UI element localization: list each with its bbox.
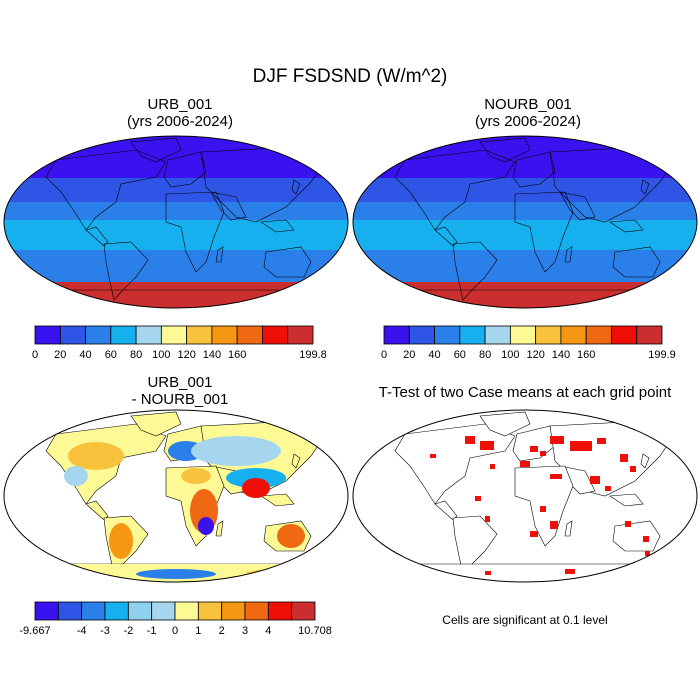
anomaly-patch xyxy=(242,478,270,498)
colorbar-tick-label: 199.8 xyxy=(299,349,327,361)
colorbar-tick-label: -3 xyxy=(100,625,110,637)
colorbar-tick-label: 0 xyxy=(381,349,387,361)
colorbar-tick-label: -2 xyxy=(123,625,133,637)
panel2-subtitle: (yrs 2006-2024) xyxy=(475,113,581,130)
colorbar-tick-label: 160 xyxy=(228,349,246,361)
colorbar-swatch xyxy=(636,325,663,345)
map-panel-difference xyxy=(3,409,349,583)
colorbar-tick-label: 199.9 xyxy=(648,349,676,361)
colorbar-tick-label: 0 xyxy=(172,625,178,637)
colorbar-swatch xyxy=(383,325,410,345)
colorbar-swatch xyxy=(535,325,562,345)
anomaly-patch xyxy=(181,468,211,484)
colorbar-swatch xyxy=(104,601,129,621)
colorbar-tick-label: 40 xyxy=(79,349,91,361)
significance-note: Cells are significant at 0.1 level xyxy=(442,613,608,627)
anomaly-patch xyxy=(136,569,216,579)
colorbar-tick-label: 40 xyxy=(428,349,440,361)
colorbar-tick-label: 0 xyxy=(32,349,38,361)
band-tropics xyxy=(4,220,348,250)
panel3-title: URB_001 xyxy=(147,374,213,391)
anomaly-patch xyxy=(191,436,281,466)
colorbar-tick-label: -4 xyxy=(77,625,87,637)
colorbar-swatch xyxy=(509,325,537,345)
panel1-title: URB_001 xyxy=(147,96,213,113)
colorbar-tick-label: -9.667 xyxy=(19,625,50,637)
colorbar-tick-label: 80 xyxy=(130,349,142,361)
anomaly-patch xyxy=(198,517,214,535)
colorbar-tick-label: 120 xyxy=(177,349,195,361)
colorbar-tick-label: 20 xyxy=(54,349,66,361)
colorbar-swatch xyxy=(81,601,106,621)
anomaly-patch xyxy=(68,442,124,470)
colorbar-tick-label: 1 xyxy=(195,625,201,637)
colorbar-tick-label: 60 xyxy=(454,349,466,361)
colorbar-swatch xyxy=(211,325,238,345)
colorbar-swatch xyxy=(59,325,86,345)
colorbar-tick-label: 160 xyxy=(577,349,595,361)
colorbar-swatch xyxy=(135,325,162,345)
significant-cells xyxy=(430,436,650,575)
anomaly-patch xyxy=(277,524,305,548)
colorbar-swatch xyxy=(484,325,511,345)
colorbar-swatch xyxy=(611,325,638,345)
colorbar-tick-label: 100 xyxy=(152,349,170,361)
colorbar-swatch xyxy=(267,601,293,621)
colorbar-swatch xyxy=(585,325,612,345)
colorbar-swatch xyxy=(127,601,153,621)
panel2-title: NOURB_001 xyxy=(484,96,572,113)
colorbar-swatch xyxy=(174,601,199,621)
colorbar-tick-label: 140 xyxy=(203,349,221,361)
colorbar-swatch xyxy=(34,325,61,345)
colorbar-swatch xyxy=(186,325,213,345)
band-north-far xyxy=(4,136,348,178)
colorbar-swatch xyxy=(287,325,314,345)
colorbar-swatch xyxy=(560,325,587,345)
colorbar-tick-label: 10.708 xyxy=(298,625,332,637)
colorbar-tick-label: 120 xyxy=(526,349,544,361)
panel4-title: T-Test of two Case means at each grid po… xyxy=(378,384,672,401)
colorbar-swatch xyxy=(34,601,59,621)
map-panel-urb xyxy=(3,135,349,309)
band-antarctic xyxy=(4,282,348,308)
map-panel-nourb xyxy=(352,135,698,309)
panel1-subtitle: (yrs 2006-2024) xyxy=(127,113,233,130)
colorbar-swatch xyxy=(160,325,188,345)
colorbar-swatch xyxy=(57,601,83,621)
colorbar-swatch xyxy=(236,325,263,345)
colorbar-tick-label: 20 xyxy=(403,349,415,361)
colorbar-swatch xyxy=(244,601,269,621)
colorbar-tick-label: 2 xyxy=(219,625,225,637)
colorbar-swatch xyxy=(408,325,435,345)
band-north-mid xyxy=(4,202,348,220)
colorbar-tick-label: -1 xyxy=(147,625,157,637)
colorbar-swatch xyxy=(459,325,486,345)
colorbar-tick-label: 140 xyxy=(552,349,570,361)
colorbar-swatch xyxy=(221,601,246,621)
anomaly-patch xyxy=(109,523,133,559)
colorbar-tick-label: 3 xyxy=(242,625,248,637)
colorbar-tick-label: 80 xyxy=(479,349,491,361)
band-south xyxy=(4,250,348,282)
colorbar-swatch xyxy=(151,601,176,621)
colorbar-swatch xyxy=(434,325,461,345)
map-panel-ttest xyxy=(352,409,698,583)
colorbar-tick-label: 60 xyxy=(105,349,117,361)
colorbars: 0 20 40 60 80 100 120 140 160 199.8 0 20 40 60 80 100 12… xyxy=(19,325,676,637)
panel3-subtitle: - NOURB_001 xyxy=(131,391,229,408)
band-north xyxy=(4,178,348,202)
anomaly-patch xyxy=(246,569,306,579)
colorbar-tick-label: 100 xyxy=(501,349,519,361)
colorbar-swatch xyxy=(197,601,223,621)
colorbar-tick-label: 4 xyxy=(265,625,271,637)
colorbar-swatch xyxy=(110,325,137,345)
colorbar-swatch xyxy=(262,325,289,345)
figure-title: DJF FSDSND (W/m^2) xyxy=(252,66,448,87)
colorbar-swatch xyxy=(291,601,316,621)
anomaly-patch xyxy=(64,466,88,486)
colorbar-swatch xyxy=(85,325,112,345)
